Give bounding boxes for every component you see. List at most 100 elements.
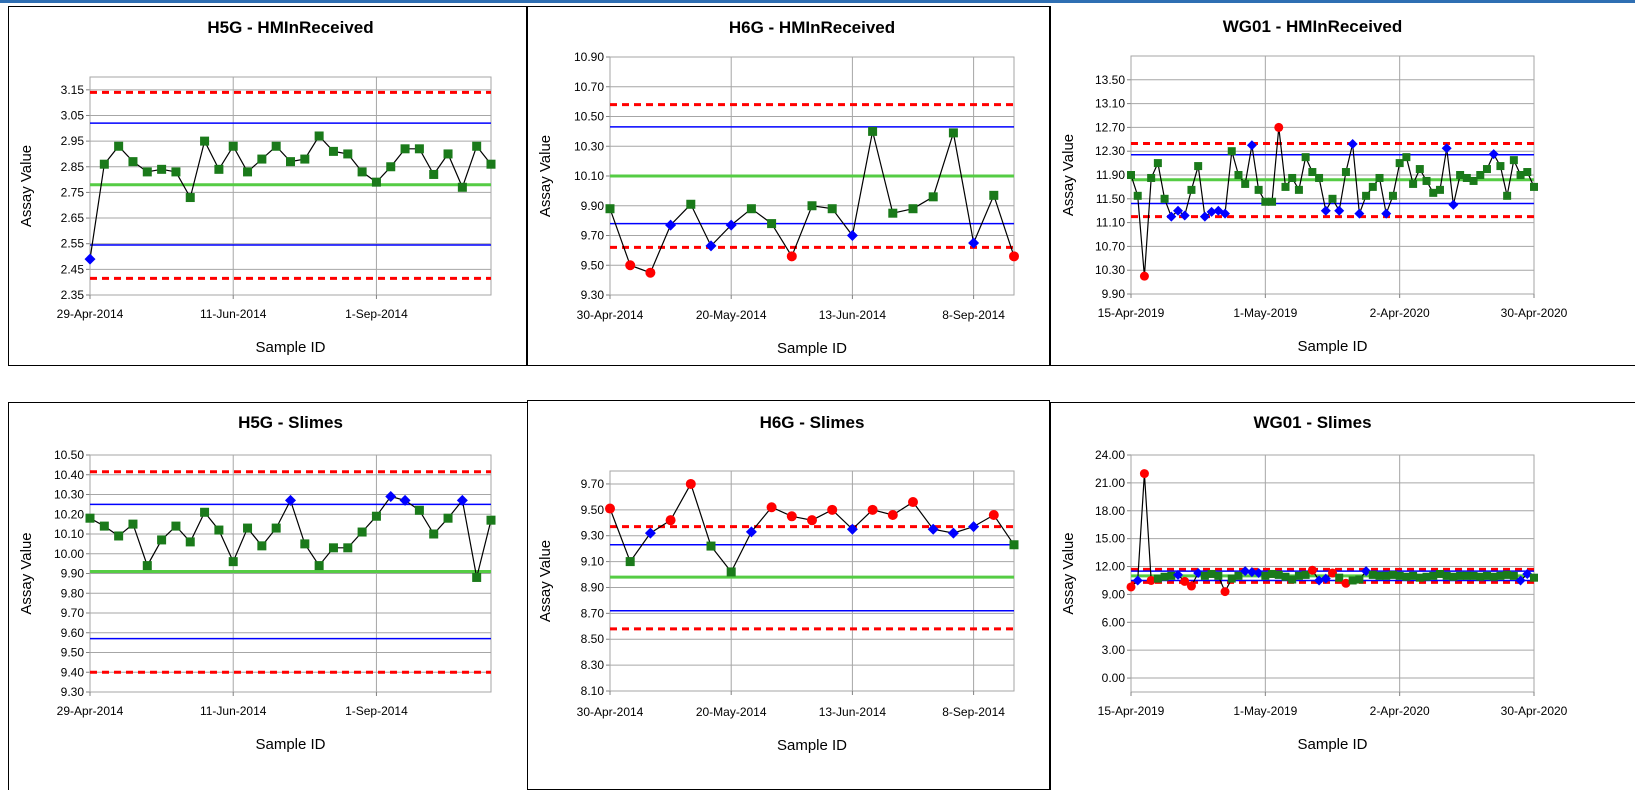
in-control-marker [443,513,453,523]
out-of-control-marker [908,497,918,508]
warning-marker [1448,199,1459,210]
in-control-marker [1375,571,1384,580]
in-control-marker [1153,574,1162,583]
in-control-marker [1362,191,1371,200]
in-control-marker [328,146,338,156]
y-tick-label: 11.50 [1096,192,1125,206]
y-tick-label: 9.90 [1102,287,1126,301]
in-control-marker [1469,571,1478,580]
out-of-control-marker [887,510,898,520]
in-control-marker [243,167,253,177]
in-control-marker [1200,571,1209,580]
in-control-marker [1422,572,1431,581]
warning-marker [846,230,858,241]
in-control-marker [1194,162,1203,171]
in-control-marker [1429,571,1438,580]
in-control-marker [1382,571,1391,580]
in-control-marker [1315,173,1324,182]
y-axis-label: Assay Value [1060,532,1077,614]
y-tick-label: 2.85 [61,160,85,174]
x-tick-label: 30-Apr-2020 [1501,306,1568,320]
in-control-marker [746,204,756,214]
warning-marker [725,219,737,231]
in-control-marker [1160,194,1169,203]
in-control-marker [1328,194,1337,203]
in-control-marker [706,541,716,551]
y-tick-label: 10.10 [54,527,84,541]
in-control-marker [1462,173,1471,182]
warning-marker [1206,206,1217,217]
in-control-marker [243,523,253,533]
y-tick-label: 8.30 [581,658,605,672]
in-control-marker [1268,569,1277,578]
warning-marker [399,494,411,506]
y-tick-label: 3.15 [61,83,85,97]
x-tick-label: 20-May-2014 [696,705,767,719]
warning-marker [947,527,959,539]
in-control-marker [1496,571,1505,580]
y-tick-label: 10.50 [574,110,604,124]
in-control-marker [357,167,367,177]
in-control-marker [1395,571,1404,580]
y-tick-label: 9.50 [581,503,605,517]
in-control-marker [1207,569,1216,578]
warning-marker [968,237,980,249]
out-of-control-marker [625,260,636,271]
warning-marker [285,494,296,506]
in-control-marker [414,144,424,154]
in-control-marker [114,531,124,541]
in-control-marker [114,141,124,151]
in-control-marker [1234,171,1243,179]
in-control-marker [228,141,238,151]
plot-area [609,470,1015,692]
y-axis-label: Assay Value [537,135,554,217]
in-control-marker [605,204,615,214]
in-control-marker [1294,571,1303,580]
in-control-marker [171,167,181,177]
in-control-marker [1288,173,1297,182]
in-control-marker [228,557,238,567]
y-tick-label: 8.70 [581,606,605,620]
in-control-marker [1415,573,1424,582]
in-control-marker [1530,573,1538,582]
y-tick-label: 2.75 [61,185,85,199]
y-tick-label: 18.00 [1095,504,1125,518]
in-control-marker [1415,165,1424,174]
y-tick-label: 11.90 [1096,168,1125,182]
x-tick-label: 30-Apr-2014 [577,705,644,719]
y-tick-label: 3.00 [1102,643,1126,657]
in-control-marker [1187,185,1196,194]
x-tick-label: 30-Apr-2020 [1501,704,1568,718]
in-control-marker [1482,165,1491,174]
chart-title: H6G - HMInReceived [729,18,895,37]
in-control-marker [328,543,338,553]
out-of-control-marker [1274,122,1284,132]
y-tick-label: 12.30 [1095,144,1125,158]
y-tick-label: 15.00 [1095,532,1125,546]
y-tick-label: 2.65 [61,211,85,225]
in-control-marker [371,511,381,521]
in-control-marker [807,201,817,211]
y-tick-label: 9.30 [581,288,605,302]
in-control-marker [1516,171,1525,179]
in-control-marker [1368,570,1377,579]
chart-title: WG01 - HMInReceived [1223,17,1403,36]
in-control-marker [429,169,439,179]
warning-marker [846,523,858,535]
x-axis-label: Sample ID [1297,736,1367,753]
in-control-marker [1456,571,1465,580]
in-control-marker [386,162,396,172]
out-of-control-marker [685,478,696,489]
y-tick-label: 24.00 [1095,448,1125,462]
warning-marker [1220,208,1231,219]
in-control-marker [1388,570,1397,579]
in-control-marker [371,177,381,187]
y-tick-label: 10.10 [574,169,604,183]
in-control-marker [472,141,482,151]
in-control-marker [200,507,210,517]
x-axis-label: Sample ID [255,339,325,356]
y-tick-label: 10.90 [574,50,604,64]
chart-wg01-slimes: 0.00 3.00 6.00 9.00 12.00 15.00 18.00 21.00 24.0… [1050,402,1635,790]
out-of-control-marker [1328,568,1337,578]
y-tick-label: 9.40 [61,665,85,679]
